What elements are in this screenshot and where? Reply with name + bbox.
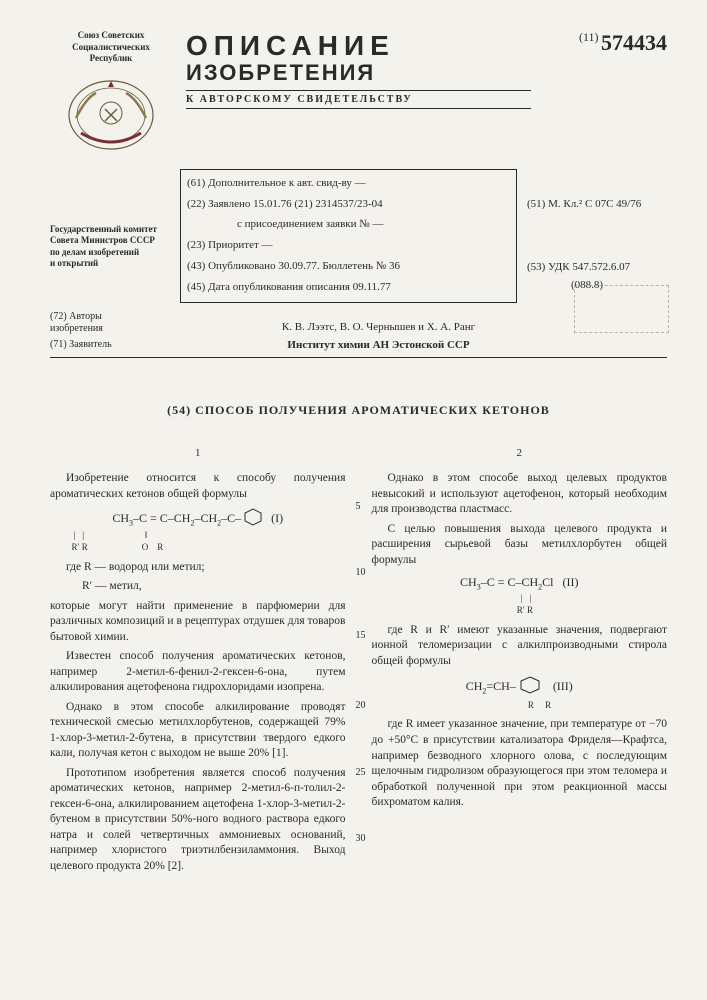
union-label: Союз Советских Социалистических Республи… — [50, 30, 180, 165]
formula-3: CH2=CH–R (III) R R — [372, 675, 668, 711]
biblio-61: (61) Дополнительное к авт. свид-ву — — [187, 174, 510, 193]
c1-p6: Прототипом изобретения является способ п… — [50, 766, 346, 875]
col2-num: 2 — [372, 446, 668, 461]
biblio-mid: (61) Дополнительное к авт. свид-ву — (22… — [180, 169, 517, 303]
doc-number: 574434 — [601, 30, 667, 55]
body-columns: 1 Изобретение относится к способу получе… — [50, 446, 667, 878]
c1-p2a: где R — водород или метил; — [50, 560, 346, 576]
divider — [50, 357, 667, 358]
header: Союз Советских Социалистических Республи… — [50, 30, 667, 165]
c1-p3: которые могут найти применение в парфюме… — [50, 599, 346, 646]
applicant-row: (71) Заявитель Институт химии АН Эстонск… — [50, 339, 667, 351]
title-block: ОПИСАНИЕ ИЗОБРЕТЕНИЯ К АВТОРСКОМУ СВИДЕТ… — [180, 30, 537, 165]
biblio-22b: с присоединением заявки № — — [187, 215, 510, 234]
c2-p1: Однако в этом способе выход целевых прод… — [372, 471, 668, 518]
invention-title: (54) СПОСОБ ПОЛУЧЕНИЯ АРОМАТИЧЕСКИХ КЕТО… — [50, 403, 667, 418]
biblio-45: (45) Дата опубликования описания 09.11.7… — [187, 278, 510, 297]
c2-p4: где R имеет указанное значение, при темп… — [372, 717, 668, 810]
col1-num: 1 — [50, 446, 346, 461]
num-prefix: (11) — [579, 30, 599, 44]
biblio-43: (43) Опубликовано 30.09.77. Бюллетень № … — [187, 257, 510, 276]
biblio-51: (51) М. Кл.² C 07C 49/76 — [527, 195, 667, 214]
line-numbers: 5 10 15 20 25 30 — [356, 446, 370, 845]
biblio-block: Государственный комитет Совета Министров… — [50, 169, 667, 303]
subtitle-svidetelstvo: К АВТОРСКОМУ СВИДЕТЕЛЬСТВУ — [186, 90, 531, 109]
c1-p1: Изобретение относится к способу получени… — [50, 471, 346, 502]
c1-p5: Однако в этом способе алкилирование пров… — [50, 700, 346, 762]
c1-p2b: R′ — метил, — [50, 579, 346, 595]
formula-2: CH3–C = C–CH2Cl (II) | | R′ R — [372, 574, 668, 616]
patent-page: Союз Советских Социалистических Республи… — [0, 0, 707, 918]
label-71: (71) Заявитель — [50, 339, 150, 351]
biblio-53a: (53) УДК 547.572.6.07 — [527, 258, 667, 277]
emblem-svg — [61, 73, 161, 153]
column-1: 1 Изобретение относится к способу получе… — [50, 446, 346, 878]
formula-1: CH3–C = C–CH2–CH2–C–RR (I) | | ‖ R′ R O … — [50, 508, 346, 553]
applicant-name: Институт химии АН Эстонской ССР — [150, 339, 667, 351]
c2-p2: С целью повышения выхода целевого продук… — [372, 522, 668, 569]
c1-p4: Известен способ получения ароматических … — [50, 649, 346, 696]
column-2: 5 10 15 20 25 30 2 Однако в этом способе… — [372, 446, 668, 878]
title-opisanie: ОПИСАНИЕ — [186, 30, 531, 62]
committee-text: Государственный комитет Совета Министров… — [50, 224, 172, 269]
committee-label: Государственный комитет Совета Министров… — [50, 169, 180, 303]
f2-main: CH3–C = C–CH2Cl (II) — [460, 575, 578, 589]
f1-main: CH3–C = C–CH2–CH2–C–RR (I) — [112, 511, 283, 525]
label-72: (72) Авторы изобретения — [50, 311, 150, 335]
biblio-23: (23) Приоритет — — [187, 236, 510, 255]
biblio-right: (51) М. Кл.² C 07C 49/76 (53) УДК 547.57… — [517, 169, 667, 303]
docnum-block: (11) 574434 — [537, 30, 667, 165]
c2-p3: где R и R′ имеют указанные значения, под… — [372, 623, 668, 670]
ussr-emblem — [61, 73, 161, 153]
title-izobreteniya: ИЗОБРЕТЕНИЯ — [186, 60, 531, 86]
stamp-box — [574, 285, 669, 333]
union-text: Союз Советских Социалистических Республи… — [50, 30, 172, 65]
biblio-22: (22) Заявлено 15.01.76 (21) 2314537/23-0… — [187, 195, 510, 214]
f3-main: CH2=CH–R (III) — [466, 679, 573, 693]
